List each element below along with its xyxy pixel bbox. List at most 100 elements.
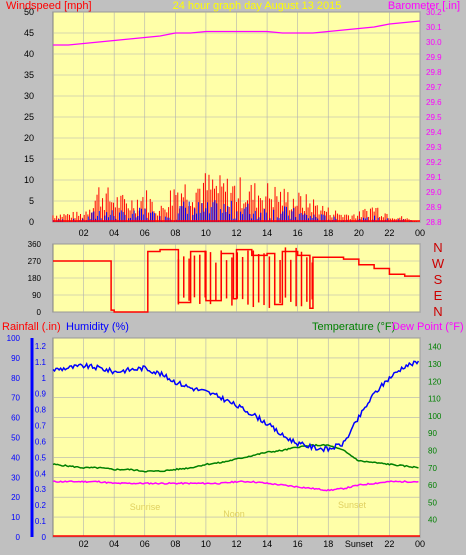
x-tick-label: 16: [293, 539, 303, 549]
barometer-tick-label: 29.3: [426, 143, 442, 152]
compass-direction-label: W: [432, 256, 445, 271]
windspeed-tick-label: 40: [24, 49, 34, 59]
sunrise-annotation: Sunrise: [130, 502, 161, 512]
x-tick-label: 10: [201, 228, 211, 238]
windspeed-tick-label: 0: [29, 217, 34, 227]
temperature-tick-label: 70: [428, 464, 437, 473]
wind-direction-series-line: [53, 248, 420, 313]
humidity-tick-label: 100: [7, 334, 21, 343]
temperature-series-line: [52, 443, 419, 473]
humidity-tick-label: 80: [11, 374, 20, 383]
x-tick-label: 18: [323, 228, 333, 238]
rainfall-tick-label: 1: [42, 374, 47, 383]
windspeed-tick-label: 5: [29, 196, 34, 206]
dewpoint-axis-title: Dew Point (°F): [392, 321, 464, 333]
direction-tick-label: 360: [28, 240, 42, 249]
windspeed-tick-label: 50: [24, 7, 34, 17]
rainfall-tick-label: 0.3: [35, 485, 47, 494]
barometer-tick-label: 29.9: [426, 53, 442, 62]
rainfall-tick-label: 0.6: [35, 437, 47, 446]
x-tick-label: 18: [323, 539, 333, 549]
humidity-tick-label: 70: [11, 394, 20, 403]
rainfall-tick-label: 0.8: [35, 406, 47, 415]
temperature-tick-label: 90: [428, 429, 437, 438]
humidity-tick-label: 0: [16, 533, 21, 542]
x-tick-label: 22: [384, 228, 394, 238]
rainfall-tick-label: 0: [42, 533, 47, 542]
dewpoint-series-line: [52, 480, 419, 492]
x-tick-label: 20: [354, 228, 364, 238]
x-tick-label: 04: [109, 539, 119, 549]
x-tick-label: 16: [293, 228, 303, 238]
windspeed-tick-label: 30: [24, 91, 34, 101]
humidity-tick-label: 50: [11, 434, 20, 443]
rainfall-tick-label: 1.2: [35, 342, 47, 351]
chart-title: 24 hour graph day August 13 2015: [173, 0, 342, 12]
windspeed-tick-label: 35: [24, 70, 34, 80]
x-tick-label: 06: [140, 228, 150, 238]
humidity-axis-title: Humidity (%): [66, 321, 129, 333]
windspeed-tick-label: 20: [24, 133, 34, 143]
temperature-tick-label: 140: [428, 343, 442, 352]
temperature-tick-label: 120: [428, 377, 442, 386]
humidity-tick-label: 90: [11, 354, 20, 363]
temperature-tick-label: 130: [428, 360, 442, 369]
humidity-tick-label: 40: [11, 453, 20, 462]
humidity-tick-label: 10: [11, 513, 20, 522]
humidity-tick-label: 30: [11, 473, 20, 482]
barometer-axis-title: Barometer [.in]: [388, 0, 460, 12]
barometer-tick-label: 30.0: [426, 38, 442, 47]
barometer-tick-label: 29.1: [426, 173, 442, 182]
temperature-tick-label: 50: [428, 498, 437, 507]
windspeed-tick-label: 45: [24, 28, 34, 38]
x-tick-label: 08: [170, 228, 180, 238]
temperature-tick-label: 80: [428, 446, 437, 455]
windspeed-tick-label: 25: [24, 112, 34, 122]
x-tick-label: 00: [415, 539, 425, 549]
x-tick-label: Sunset: [345, 539, 374, 549]
rainfall-tick-label: 0.5: [35, 453, 47, 462]
barometer-tick-label: 28.8: [426, 218, 442, 227]
direction-tick-label: 90: [32, 291, 41, 300]
rainfall-tick-label: 0.1: [35, 517, 47, 526]
series-layer: [52, 20, 421, 537]
barometer-tick-label: 30.2: [426, 8, 442, 17]
x-tick-label: 12: [231, 539, 241, 549]
x-tick-label: 06: [140, 539, 150, 549]
barometer-tick-label: 29.7: [426, 83, 442, 92]
barometer-tick-label: 30.1: [426, 23, 442, 32]
barometer-tick-label: 29.4: [426, 128, 442, 137]
temperature-tick-label: 110: [428, 395, 441, 404]
temperature-tick-label: 40: [428, 516, 437, 525]
barometer-series-line: [53, 20, 421, 46]
windspeed-axis-title: Windspeed [mph]: [6, 0, 92, 12]
humidity-series-line: [52, 360, 420, 453]
windspeed-tick-label: 15: [24, 154, 34, 164]
x-tick-label: 02: [79, 539, 89, 549]
barometer-tick-label: 29.5: [426, 113, 442, 122]
rainfall-tick-label: 0.7: [35, 422, 47, 431]
sunset-annotation: Sunset: [338, 500, 367, 510]
x-tick-label: 04: [109, 228, 119, 238]
x-tick-label: 00: [415, 228, 425, 238]
compass-direction-label: N: [433, 304, 442, 319]
barometer-tick-label: 29.0: [426, 188, 442, 197]
compass-direction-label: E: [434, 288, 443, 303]
barometer-tick-label: 29.2: [426, 158, 442, 167]
direction-tick-label: 270: [28, 257, 42, 266]
noon-annotation: Noon: [223, 509, 245, 519]
temperature-tick-label: 60: [428, 481, 437, 490]
direction-tick-label: 0: [37, 308, 42, 317]
barometer-tick-label: 28.9: [426, 203, 442, 212]
compass-direction-label: S: [434, 272, 443, 287]
rainfall-tick-label: 0.9: [35, 390, 47, 399]
humidity-tick-label: 60: [11, 414, 20, 423]
axes-layer: 02020404060608081010121214141616181820Su…: [7, 7, 445, 549]
rainfall-tick-label: 0.4: [35, 469, 47, 478]
x-tick-label: 14: [262, 539, 272, 549]
barometer-tick-label: 29.8: [426, 68, 442, 77]
windspeed-tick-label: 10: [24, 175, 34, 185]
temperature-axis-title: Temperature (°F): [312, 321, 395, 333]
x-tick-label: 14: [262, 228, 272, 238]
